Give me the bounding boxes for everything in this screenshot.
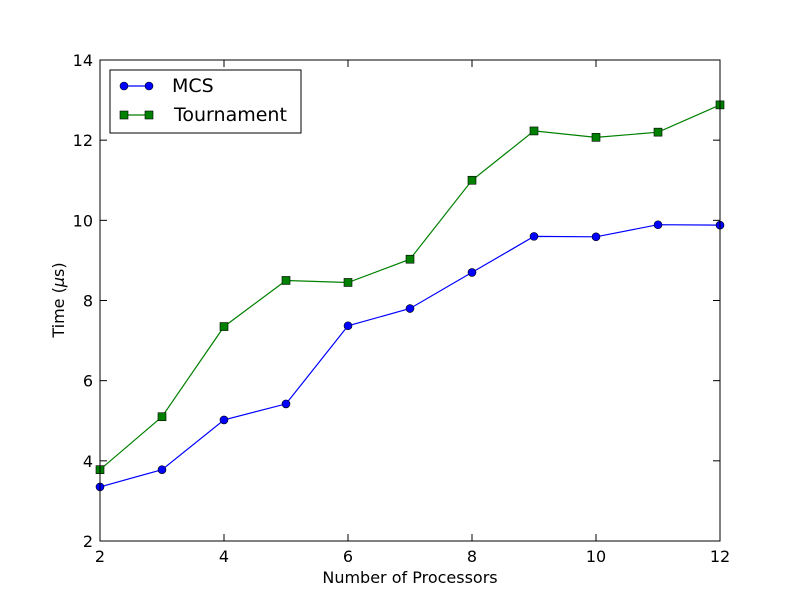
data-point-tournament bbox=[157, 412, 167, 422]
data-point-mcs bbox=[219, 415, 229, 425]
y-tick-label: 4 bbox=[83, 452, 93, 471]
y-tick-label: 14 bbox=[73, 51, 93, 70]
data-point-tournament bbox=[219, 322, 229, 331]
data-point-mcs bbox=[281, 399, 291, 409]
plot-area bbox=[100, 60, 720, 541]
x-tick-label: 10 bbox=[586, 547, 606, 566]
legend-marker-mcs-2 bbox=[144, 81, 154, 91]
legend: MCS Tournament bbox=[109, 69, 302, 134]
x-tick-label: 4 bbox=[219, 547, 229, 566]
data-point-mcs bbox=[529, 232, 539, 241]
y-tick-label: 2 bbox=[83, 532, 93, 551]
x-tick-label: 12 bbox=[710, 547, 730, 566]
axis-tick-labels: 2 4 6 8 10 12 2 4 6 8 10 12 14 bbox=[73, 51, 731, 566]
data-point-mcs bbox=[653, 220, 663, 230]
data-point-mcs bbox=[157, 465, 167, 474]
x-tick-label: 2 bbox=[95, 547, 105, 566]
legend-label-tournament: Tournament bbox=[173, 104, 287, 126]
x-axis-label: Number of Processors bbox=[322, 568, 497, 587]
data-point-tournament bbox=[281, 276, 291, 285]
data-point-tournament bbox=[405, 254, 415, 264]
y-axis-label-suffix: s) bbox=[49, 262, 68, 277]
x-tick-label: 6 bbox=[343, 547, 353, 566]
legend-marker-tournament bbox=[119, 110, 129, 120]
data-point-tournament bbox=[467, 175, 477, 185]
data-point-tournament bbox=[343, 278, 353, 287]
data-point-mcs bbox=[467, 268, 477, 277]
data-point-mcs bbox=[343, 321, 353, 331]
y-tick-label: 6 bbox=[83, 372, 93, 391]
y-tick-label: 8 bbox=[83, 292, 93, 311]
y-axis-label-prefix: Time ( bbox=[49, 287, 68, 338]
data-point-mcs bbox=[405, 304, 415, 313]
legend-marker-tournament-2 bbox=[144, 110, 154, 120]
y-tick-label: 10 bbox=[73, 211, 93, 230]
legend-label-mcs: MCS bbox=[172, 75, 214, 97]
data-point-tournament bbox=[653, 127, 663, 137]
data-point-mcs bbox=[591, 232, 601, 242]
y-axis-label: Time (μs) bbox=[49, 262, 68, 338]
y-tick-label: 12 bbox=[73, 131, 93, 150]
legend-marker-mcs bbox=[119, 81, 129, 91]
plot-frame bbox=[99, 59, 721, 542]
data-point-tournament bbox=[591, 133, 601, 142]
legend-box bbox=[109, 69, 302, 134]
y-axis-label-mu: μ bbox=[49, 277, 68, 288]
data-point-tournament bbox=[529, 126, 539, 136]
x-tick-label: 8 bbox=[467, 547, 477, 566]
